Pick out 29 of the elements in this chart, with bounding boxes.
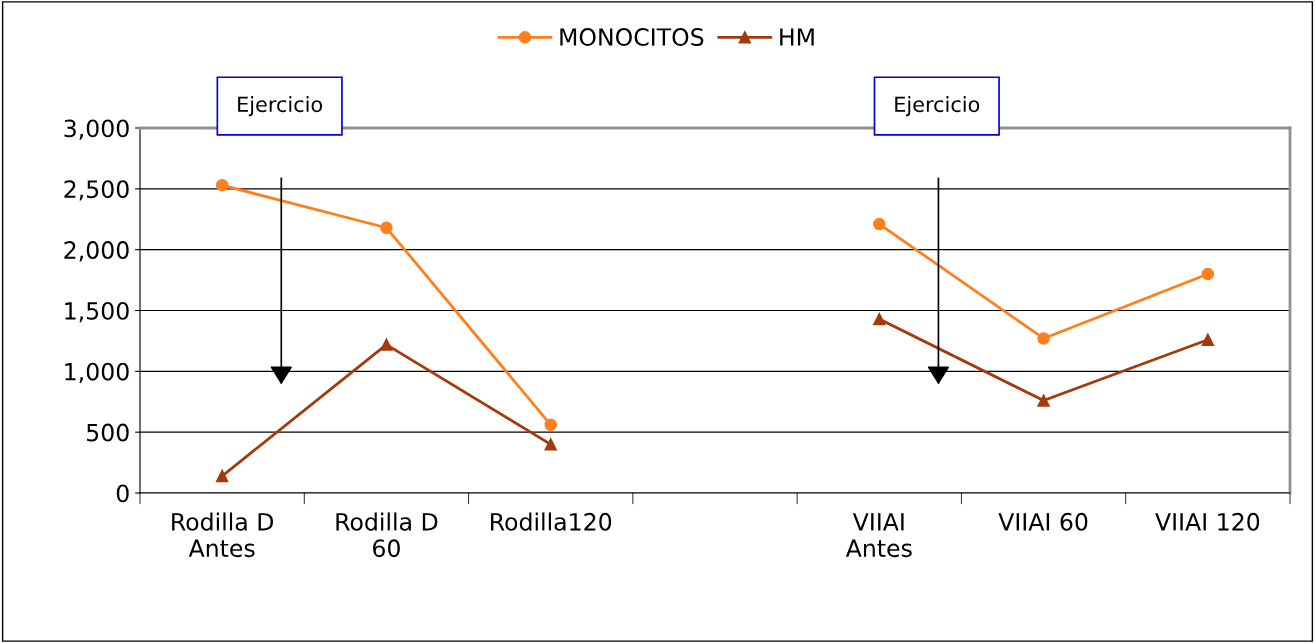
x-tick-label: Rodilla120 <box>491 512 612 531</box>
y-tick-label: 3,000 <box>64 119 129 140</box>
legend-label: MONOCITOS <box>560 28 704 46</box>
point <box>215 178 229 192</box>
y-tick-label: 500 <box>87 423 129 442</box>
point <box>544 418 557 432</box>
y-tick-label: 1,000 <box>65 362 129 384</box>
text: Ejercicio <box>238 96 323 117</box>
y-tick-label: 2,500 <box>64 180 129 201</box>
y-tick-label: 2,000 <box>64 241 129 262</box>
x-tick-label: VIIAI 60 <box>998 512 1088 531</box>
point <box>544 438 557 451</box>
point <box>1201 267 1215 281</box>
text: Ejercicio <box>895 96 980 117</box>
point <box>215 469 229 483</box>
legend-label: HM <box>780 28 814 46</box>
point <box>1037 394 1050 407</box>
x-tick-label: VIIAI 120 <box>1155 512 1260 531</box>
y-tick-label: 0 <box>116 484 129 503</box>
x-tick-label: VIIAI Antes <box>845 513 912 558</box>
point <box>873 217 886 231</box>
y-tick-label: 1,500 <box>65 301 129 323</box>
x-tick-label: Rodilla D Antes <box>172 512 274 558</box>
point <box>380 221 393 235</box>
point <box>1037 332 1050 345</box>
point <box>873 312 886 326</box>
x-tick-label: Rodilla D 60 <box>336 512 438 558</box>
point <box>1201 333 1215 346</box>
point <box>380 338 393 351</box>
